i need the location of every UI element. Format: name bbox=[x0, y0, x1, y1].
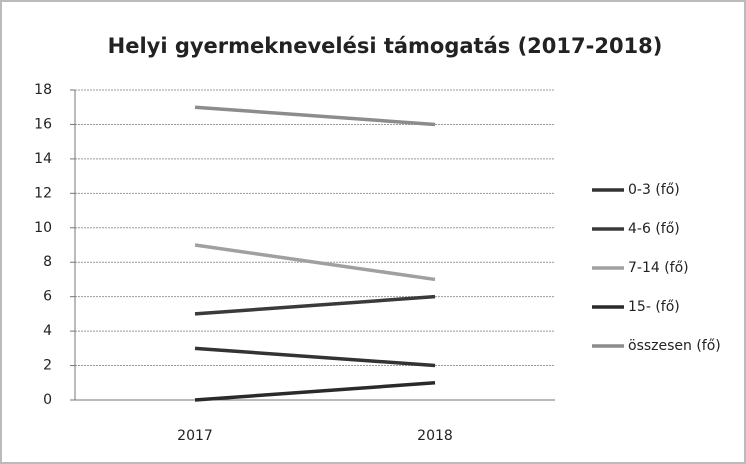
chart-title: Helyi gyermeknevelési támogatás (2017-20… bbox=[108, 34, 663, 58]
series-line bbox=[194, 381, 436, 402]
legend-label: 7-14 (fő) bbox=[628, 260, 689, 276]
series-line bbox=[194, 243, 436, 282]
y-tick-label: 2 bbox=[43, 358, 52, 374]
y-tick-label: 12 bbox=[34, 185, 52, 201]
y-tick-label: 4 bbox=[43, 323, 52, 339]
legend-label: 4-6 (fő) bbox=[628, 221, 680, 237]
series-line bbox=[194, 346, 436, 368]
y-tick-label: 6 bbox=[43, 289, 52, 305]
y-tick-label: 0 bbox=[43, 392, 52, 408]
y-tick-label: 10 bbox=[34, 220, 52, 236]
y-tick-label: 18 bbox=[34, 82, 52, 98]
series-line bbox=[194, 105, 436, 127]
y-tick-label: 16 bbox=[34, 116, 52, 132]
x-tick-label: 2017 bbox=[177, 428, 213, 444]
y-tick-label: 8 bbox=[43, 254, 52, 270]
legend-label: összesen (fő) bbox=[628, 338, 721, 354]
legend-label: 0-3 (fő) bbox=[628, 182, 680, 198]
x-tick-label: 2018 bbox=[417, 428, 453, 444]
series-line bbox=[194, 294, 436, 316]
legend-label: 15- (fő) bbox=[628, 299, 680, 315]
y-tick-label: 14 bbox=[34, 151, 52, 167]
